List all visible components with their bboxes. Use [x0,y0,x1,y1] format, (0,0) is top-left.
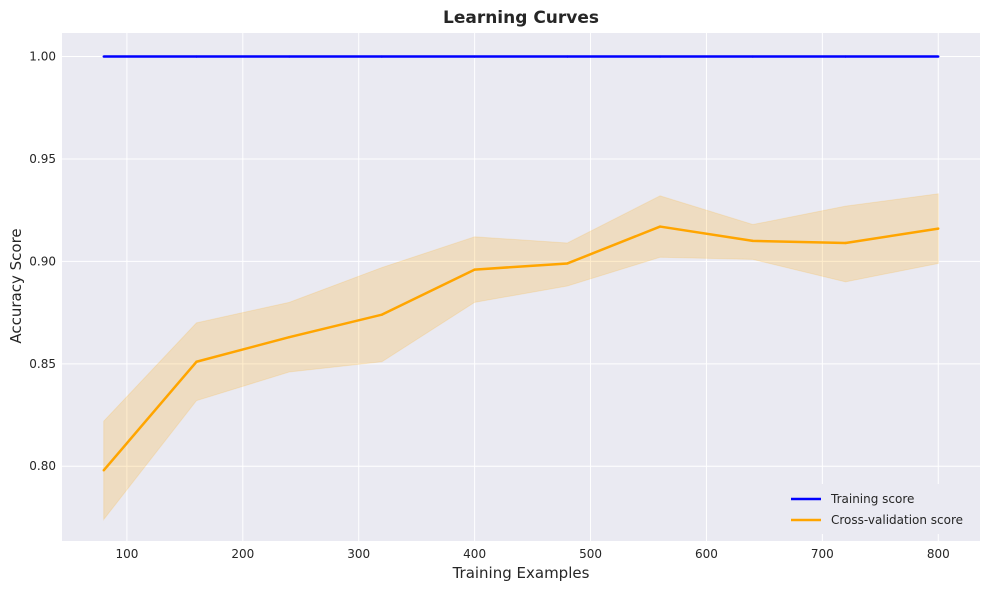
line-layer [102,55,940,472]
data-point-series-0 [937,55,940,58]
data-point-series-0 [287,55,291,58]
data-point-series-1 [658,225,662,228]
x-tick-label: 600 [695,547,718,561]
y-tick-labels: 0.80 0.85 0.90 0.95 1.00 [29,50,56,474]
y-tick-label: 0.85 [29,357,56,371]
chart-title: Learning Curves [443,8,599,28]
confidence-band-series-1 [103,193,939,521]
data-point-series-0 [566,55,569,58]
data-point-series-0 [473,55,476,58]
y-tick-label: 1.00 [29,50,56,64]
x-tick-labels: 100 200 300 400 500 600 700 800 [115,547,949,561]
data-point-series-0 [195,55,198,58]
legend-label: Cross-validation score [831,513,963,527]
data-point-series-1 [937,227,940,230]
y-axis-title: Accuracy Score [7,228,25,343]
data-point-series-1 [287,335,291,339]
data-point-series-0 [380,55,384,58]
plot-background [62,33,980,541]
legend-label: Training score [830,492,914,506]
data-point-series-1 [195,360,198,363]
x-tick-label: 500 [579,547,602,561]
x-axis-title: Training Examples [452,564,590,582]
data-point-series-1 [566,262,569,265]
data-point-series-0 [844,55,847,58]
y-tick-label: 0.80 [29,459,56,473]
data-point-series-1 [380,313,384,316]
y-tick-label: 0.90 [29,254,56,268]
y-tick-label: 0.95 [29,152,56,166]
data-point-series-1 [844,241,847,245]
x-tick-label: 800 [927,547,950,561]
data-point-series-0 [658,55,662,58]
data-point-series-0 [751,55,755,58]
series-line-1 [102,225,939,472]
x-tick-label: 400 [463,547,486,561]
x-tick-label: 200 [231,547,254,561]
data-point-series-1 [102,469,105,472]
x-tick-label: 700 [811,547,834,561]
legend-box [780,484,972,534]
x-tick-label: 100 [115,547,138,561]
x-tick-label: 300 [347,547,370,561]
data-point-series-1 [751,239,755,243]
data-point-series-0 [102,55,105,58]
grid-layer [62,33,980,541]
data-point-series-1 [473,268,476,271]
legend: Training score Cross-validation score [780,484,972,534]
